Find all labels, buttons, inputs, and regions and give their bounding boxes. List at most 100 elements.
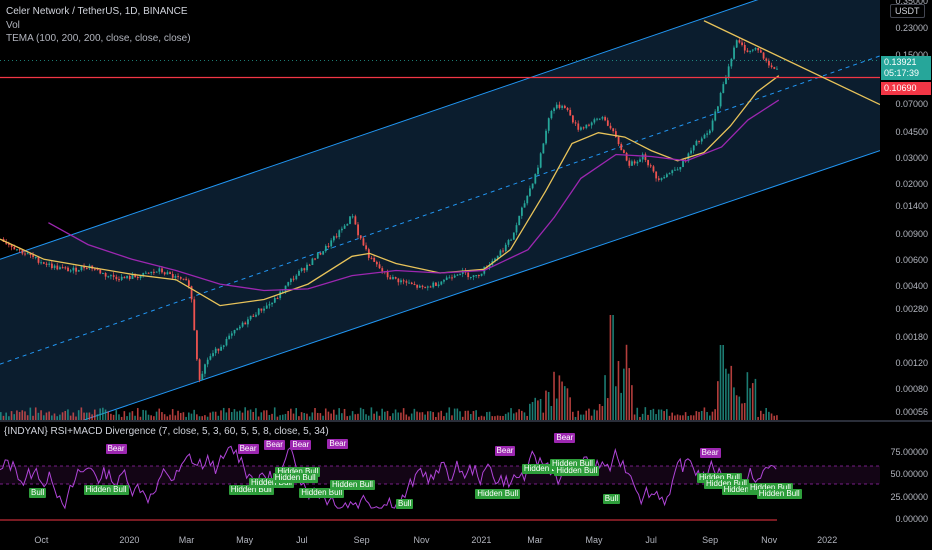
candle-body bbox=[263, 308, 265, 311]
candle-body bbox=[625, 152, 628, 161]
volume-bar bbox=[491, 416, 494, 420]
candle-body bbox=[598, 118, 601, 120]
candle-body bbox=[265, 305, 268, 309]
candle-body bbox=[373, 257, 376, 262]
bull-divergence-label: Hidden Bull bbox=[696, 472, 742, 483]
candle-body bbox=[682, 160, 684, 168]
candle-body bbox=[161, 268, 163, 273]
volume-bar bbox=[754, 378, 757, 420]
currency-badge[interactable]: USDT bbox=[890, 4, 925, 18]
volume-bar bbox=[212, 411, 214, 420]
candle-body bbox=[18, 249, 21, 251]
price-axis-tick: 0.35000 bbox=[895, 0, 928, 6]
time-axis[interactable]: Oct 2020 Mar May Jul Sep Nov 2021 Mar May Jul Sep No… bbox=[0, 532, 880, 550]
volume-bar bbox=[134, 415, 136, 420]
volume-bar bbox=[8, 416, 10, 420]
candle-body bbox=[247, 319, 249, 325]
volume-bar bbox=[128, 412, 131, 420]
candle-body bbox=[193, 299, 196, 331]
price-chart[interactable] bbox=[0, 0, 880, 420]
bear-divergence-label: Bear bbox=[105, 443, 127, 454]
volume-bar bbox=[53, 413, 56, 420]
volume-bar bbox=[120, 416, 123, 420]
volume-bar bbox=[341, 413, 343, 420]
volume-bar bbox=[531, 402, 534, 420]
candle-body bbox=[426, 286, 429, 288]
candle-body bbox=[606, 120, 609, 126]
volume-bar bbox=[751, 383, 754, 420]
bull-divergence-label: Hidden Bull bbox=[704, 479, 749, 489]
volume-bar bbox=[445, 412, 448, 420]
volume-bar bbox=[204, 415, 206, 420]
candle-body bbox=[448, 277, 451, 279]
volume-bar bbox=[647, 414, 649, 420]
candle-body bbox=[660, 178, 663, 180]
volume-bar bbox=[563, 386, 566, 420]
candle-body bbox=[327, 245, 330, 247]
candle-body bbox=[424, 286, 427, 288]
candle-body bbox=[499, 250, 502, 256]
indicator-axis[interactable]: 75.00000 50.00000 25.00000 0.00000 bbox=[880, 422, 932, 532]
bull-divergence-label: Bull bbox=[602, 494, 621, 505]
candle-body bbox=[375, 261, 378, 265]
candle-body bbox=[518, 215, 521, 226]
bear-divergence-label: Bear bbox=[699, 448, 721, 459]
volume-bar bbox=[77, 410, 80, 420]
candle-body bbox=[757, 47, 760, 51]
volume-bar bbox=[147, 414, 150, 420]
candle-body bbox=[252, 315, 255, 317]
volume-bar bbox=[580, 414, 582, 420]
volume-bar bbox=[687, 415, 690, 420]
candle-body bbox=[37, 256, 40, 263]
rsi-line bbox=[0, 445, 777, 510]
volume-bar bbox=[112, 414, 115, 420]
volume-bar bbox=[714, 409, 716, 420]
candle-body bbox=[480, 273, 483, 276]
tema-legend[interactable]: TEMA (100, 200, 200, close, close, close… bbox=[6, 33, 191, 44]
candle-body bbox=[5, 241, 8, 244]
volume-bar bbox=[684, 412, 687, 420]
indicator-chart[interactable] bbox=[0, 422, 880, 532]
symbol-title[interactable]: Celer Network / TetherUS, 1D, BINANCE bbox=[6, 6, 188, 17]
candle-body bbox=[443, 279, 445, 282]
time-axis-tick: Sep bbox=[702, 535, 719, 545]
price-axis-tick: 0.00120 bbox=[895, 358, 928, 369]
candle-body bbox=[29, 253, 32, 256]
candle-body bbox=[706, 133, 709, 135]
candle-body bbox=[631, 161, 633, 166]
volume-bar bbox=[179, 412, 182, 420]
candle-body bbox=[768, 60, 770, 66]
volume-bar bbox=[435, 416, 437, 420]
volume-bar bbox=[488, 411, 491, 420]
price-chart-pane[interactable] bbox=[0, 0, 880, 420]
volume-bar bbox=[80, 407, 83, 420]
price-axis[interactable]: 0.35000 0.23000 0.15000 0.07000 0.04500 0.030… bbox=[880, 0, 932, 420]
volume-bar bbox=[671, 412, 673, 420]
candle-body bbox=[236, 328, 239, 330]
volume-bar bbox=[633, 414, 636, 420]
candle-body bbox=[64, 267, 67, 269]
candle-body bbox=[126, 275, 129, 279]
candle-body bbox=[601, 117, 604, 119]
candle-body bbox=[700, 138, 703, 142]
volume-bar bbox=[558, 375, 561, 420]
candle-body bbox=[187, 280, 190, 287]
candle-body bbox=[174, 276, 177, 278]
indicator-pane[interactable]: {INDYAN} RSI+MACD Divergence (7, close, … bbox=[0, 422, 880, 532]
indicator-axis-tick: 0.00000 bbox=[895, 514, 928, 524]
volume-bar bbox=[674, 415, 676, 420]
volume-bar bbox=[271, 413, 273, 420]
pane-separator[interactable] bbox=[0, 420, 932, 422]
volume-bar bbox=[169, 414, 171, 420]
indicator-title[interactable]: {INDYAN} RSI+MACD Divergence (7, close, … bbox=[4, 426, 329, 437]
volume-bar bbox=[370, 407, 373, 420]
volume-bar bbox=[220, 410, 222, 420]
candle-body bbox=[394, 277, 397, 279]
volume-bar bbox=[284, 413, 287, 420]
volume-bar bbox=[206, 416, 209, 420]
candle-body bbox=[695, 140, 698, 146]
volume-legend[interactable]: Vol bbox=[6, 20, 20, 31]
candle-body bbox=[204, 364, 206, 374]
candle-body bbox=[421, 285, 424, 287]
candle-body bbox=[402, 280, 405, 282]
